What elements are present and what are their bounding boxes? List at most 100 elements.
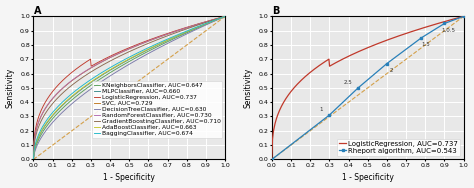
LogisticRegression, AUC=0.737 bbox=[383, 39, 389, 42]
MLPClassifier, AUC=0.660 bbox=[31, 151, 37, 153]
MLPClassifier, AUC=0.660 bbox=[31, 158, 36, 161]
BaggingClassifier, AUC=0.674 bbox=[144, 47, 150, 49]
X-axis label: 1 - Specificity: 1 - Specificity bbox=[103, 174, 155, 182]
RandomForestClassifier, AUC=0.730 bbox=[31, 158, 36, 161]
AdaBoostClassifier, AUC=0.663 bbox=[192, 27, 198, 29]
MLPClassifier, AUC=0.660 bbox=[144, 49, 150, 51]
MLPClassifier, AUC=0.660 bbox=[192, 27, 198, 30]
GradientBoostingClassifier, AUC=0.710 bbox=[31, 158, 36, 161]
LogisticRegression, AUC=0.737 bbox=[31, 158, 36, 161]
Text: 2: 2 bbox=[389, 68, 393, 73]
DecisionTreeClassifier, AUC=0.630 bbox=[144, 53, 150, 55]
BaggingClassifier, AUC=0.674 bbox=[222, 15, 228, 17]
AdaBoostClassifier, AUC=0.663 bbox=[145, 48, 150, 51]
KNeighborsClassifier, AUC=0.647 bbox=[192, 28, 198, 30]
LogisticRegression, AUC=0.737 bbox=[204, 20, 210, 22]
Line: AdaBoostClassifier, AUC=0.663: AdaBoostClassifier, AUC=0.663 bbox=[34, 16, 225, 159]
Rheport algorithm, AUC=0.543 bbox=[356, 87, 361, 89]
Y-axis label: Sensitivity: Sensitivity bbox=[6, 68, 15, 108]
DecisionTreeClassifier, AUC=0.630 bbox=[192, 29, 198, 31]
GradientBoostingClassifier, AUC=0.710 bbox=[222, 15, 228, 17]
LogisticRegression, AUC=0.737 bbox=[461, 15, 466, 17]
Line: BaggingClassifier, AUC=0.674: BaggingClassifier, AUC=0.674 bbox=[34, 16, 225, 159]
DecisionTreeClassifier, AUC=0.630 bbox=[204, 23, 210, 26]
GradientBoostingClassifier, AUC=0.710 bbox=[204, 21, 210, 23]
KNeighborsClassifier, AUC=0.647 bbox=[145, 50, 150, 53]
Legend: KNeighborsClassifier, AUC=0.647, MLPClassifier, AUC=0.660, LogisticRegression, A: KNeighborsClassifier, AUC=0.647, MLPClas… bbox=[92, 81, 222, 138]
SVC, AUC=0.729 bbox=[31, 141, 37, 143]
RandomForestClassifier, AUC=0.730 bbox=[192, 24, 198, 26]
KNeighborsClassifier, AUC=0.647 bbox=[222, 15, 228, 17]
RandomForestClassifier, AUC=0.730 bbox=[222, 15, 228, 17]
Line: SVC, AUC=0.729: SVC, AUC=0.729 bbox=[34, 16, 225, 159]
SVC, AUC=0.729 bbox=[192, 24, 198, 26]
AdaBoostClassifier, AUC=0.663 bbox=[31, 158, 36, 161]
LogisticRegression, AUC=0.737 bbox=[192, 24, 198, 26]
SVC, AUC=0.729 bbox=[31, 158, 36, 161]
Rheport algorithm, AUC=0.543 bbox=[269, 158, 275, 161]
LogisticRegression, AUC=0.737 bbox=[443, 20, 448, 22]
SVC, AUC=0.729 bbox=[145, 40, 150, 42]
LogisticRegression, AUC=0.737 bbox=[270, 138, 275, 140]
LogisticRegression, AUC=0.737 bbox=[144, 40, 150, 42]
KNeighborsClassifier, AUC=0.647 bbox=[31, 152, 37, 154]
AdaBoostClassifier, AUC=0.663 bbox=[144, 49, 150, 51]
Rheport algorithm, AUC=0.543 bbox=[442, 22, 447, 25]
Rheport algorithm, AUC=0.543 bbox=[461, 15, 466, 17]
SVC, AUC=0.729 bbox=[222, 15, 228, 17]
Text: B: B bbox=[272, 6, 279, 16]
KNeighborsClassifier, AUC=0.647 bbox=[148, 49, 154, 51]
KNeighborsClassifier, AUC=0.647 bbox=[204, 23, 210, 25]
BaggingClassifier, AUC=0.674 bbox=[148, 45, 154, 48]
Legend: LogisticRegression, AUC=0.737, Rheport algorithm, AUC=0.543: LogisticRegression, AUC=0.737, Rheport a… bbox=[337, 139, 460, 156]
SVC, AUC=0.729 bbox=[204, 20, 210, 23]
AdaBoostClassifier, AUC=0.663 bbox=[222, 15, 228, 17]
Rheport algorithm, AUC=0.543 bbox=[327, 114, 332, 116]
BaggingClassifier, AUC=0.674 bbox=[204, 22, 210, 24]
GradientBoostingClassifier, AUC=0.710 bbox=[31, 144, 37, 147]
GradientBoostingClassifier, AUC=0.710 bbox=[192, 25, 198, 27]
SVC, AUC=0.729 bbox=[144, 41, 150, 43]
BaggingClassifier, AUC=0.674 bbox=[192, 27, 198, 29]
LogisticRegression, AUC=0.737 bbox=[430, 24, 436, 26]
Line: LogisticRegression, AUC=0.737: LogisticRegression, AUC=0.737 bbox=[272, 16, 464, 159]
Line: MLPClassifier, AUC=0.660: MLPClassifier, AUC=0.660 bbox=[34, 16, 225, 159]
DecisionTreeClassifier, AUC=0.630 bbox=[148, 51, 154, 53]
DecisionTreeClassifier, AUC=0.630 bbox=[31, 153, 37, 155]
Line: RandomForestClassifier, AUC=0.730: RandomForestClassifier, AUC=0.730 bbox=[34, 16, 225, 159]
AdaBoostClassifier, AUC=0.663 bbox=[148, 47, 154, 49]
MLPClassifier, AUC=0.660 bbox=[148, 47, 154, 49]
SVC, AUC=0.729 bbox=[148, 39, 154, 41]
Line: DecisionTreeClassifier, AUC=0.630: DecisionTreeClassifier, AUC=0.630 bbox=[34, 16, 225, 159]
Line: KNeighborsClassifier, AUC=0.647: KNeighborsClassifier, AUC=0.647 bbox=[34, 16, 225, 159]
GradientBoostingClassifier, AUC=0.710 bbox=[148, 41, 154, 43]
RandomForestClassifier, AUC=0.730 bbox=[204, 20, 210, 23]
DecisionTreeClassifier, AUC=0.630 bbox=[145, 53, 150, 55]
AdaBoostClassifier, AUC=0.663 bbox=[31, 150, 37, 153]
LogisticRegression, AUC=0.737 bbox=[145, 39, 150, 42]
AdaBoostClassifier, AUC=0.663 bbox=[204, 22, 210, 24]
GradientBoostingClassifier, AUC=0.710 bbox=[144, 43, 150, 45]
Text: 1,0.5: 1,0.5 bbox=[442, 28, 456, 33]
MLPClassifier, AUC=0.660 bbox=[204, 22, 210, 24]
DecisionTreeClassifier, AUC=0.630 bbox=[31, 158, 36, 161]
BaggingClassifier, AUC=0.674 bbox=[145, 47, 150, 49]
RandomForestClassifier, AUC=0.730 bbox=[148, 39, 154, 41]
Text: 1.5: 1.5 bbox=[421, 42, 430, 47]
RandomForestClassifier, AUC=0.730 bbox=[31, 141, 37, 143]
Text: 2.5: 2.5 bbox=[344, 80, 353, 85]
Line: LogisticRegression, AUC=0.737: LogisticRegression, AUC=0.737 bbox=[34, 16, 225, 159]
LogisticRegression, AUC=0.737 bbox=[222, 15, 228, 17]
MLPClassifier, AUC=0.660 bbox=[222, 15, 228, 17]
KNeighborsClassifier, AUC=0.647 bbox=[31, 158, 36, 161]
RandomForestClassifier, AUC=0.730 bbox=[144, 40, 150, 43]
BaggingClassifier, AUC=0.674 bbox=[31, 158, 36, 161]
Text: A: A bbox=[34, 6, 41, 16]
LogisticRegression, AUC=0.737 bbox=[386, 38, 392, 40]
LogisticRegression, AUC=0.737 bbox=[148, 38, 154, 40]
Line: GradientBoostingClassifier, AUC=0.710: GradientBoostingClassifier, AUC=0.710 bbox=[34, 16, 225, 159]
BaggingClassifier, AUC=0.674 bbox=[31, 149, 37, 152]
LogisticRegression, AUC=0.737 bbox=[269, 158, 275, 161]
DecisionTreeClassifier, AUC=0.630 bbox=[222, 15, 228, 17]
KNeighborsClassifier, AUC=0.647 bbox=[144, 51, 150, 53]
